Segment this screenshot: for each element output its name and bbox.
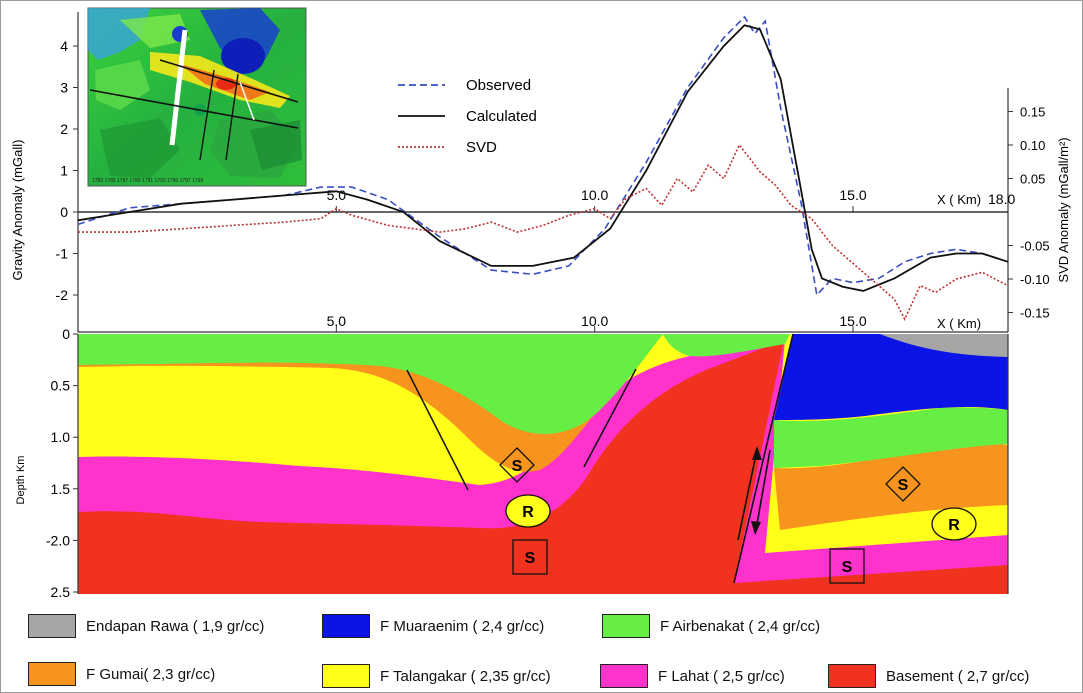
legend-label: F Muaraenim ( 2,4 gr/cc) — [380, 617, 545, 635]
depth-ticks: 0 0.5 1.0 1.5 -2.0 2.5 — [46, 326, 78, 600]
arrow-down-head — [751, 521, 761, 535]
top-x-tick-label: 5.0 — [327, 187, 347, 203]
fault-main — [733, 333, 794, 584]
seal-marker — [499, 447, 535, 483]
legend-item: F Gumai( 2,3 gr/cc) — [28, 662, 215, 686]
legend-item: F Muaraenim ( 2,4 gr/cc) — [322, 614, 544, 638]
fault-motion-arrow-down — [755, 449, 771, 531]
left-tick-label: 0 — [60, 204, 68, 220]
legend-color-swatch — [600, 664, 648, 688]
left-tick-label: 1 — [60, 163, 68, 179]
depth-tick-label: 1.0 — [51, 429, 71, 445]
depth-tick-label: 1.5 — [51, 481, 71, 497]
series-legend: Observed Calculated SVD — [398, 77, 537, 156]
right-tick-label: 0.10 — [1020, 138, 1045, 153]
legend-label: F Airbenakat ( 2,4 gr/cc) — [660, 617, 821, 635]
right-y-ticks: 0.15 0.10 0.05 -0.05 -0.10 -0.15 — [1008, 105, 1050, 321]
series-line-svd — [78, 143, 1009, 322]
left-tick-label: 2 — [60, 121, 68, 137]
marker-label: S — [512, 458, 523, 475]
layer-endapan-rawa — [880, 334, 1008, 357]
legend-item: F Lahat ( 2,5 gr/cc) — [600, 664, 785, 688]
legend-color-swatch — [322, 664, 370, 688]
layer-legend: Endapan Rawa ( 1,9 gr/cc) F Muaraenim ( 2… — [0, 600, 1083, 690]
depth-axis-title: Depth Km — [15, 456, 27, 505]
marker-label: R — [522, 504, 534, 521]
fault-left-normal — [406, 369, 469, 491]
right-tick-label: -0.10 — [1020, 272, 1050, 287]
layer-airbenakat — [78, 334, 1008, 468]
legend-item: F Talangakar ( 2,35 gr/cc) — [322, 664, 551, 688]
profile-series — [77, 15, 1009, 322]
svg-text:1783 1785 1787 1789 1791: 1783 1785 1787 1789 1791 1793 1795 1797 … — [92, 178, 203, 184]
legend-color-swatch — [28, 614, 76, 638]
bottom-x-ticks: 5.0 10.0 15.0 — [327, 313, 867, 332]
seal-marker — [885, 466, 921, 502]
depth-tick-label: 0 — [62, 326, 70, 342]
gravity-model-figure: 4 3 2 1 0 -1 -2 0.15 0.10 0.05 -0.05 -0.10 -0.15 5.… — [10, 7, 1071, 600]
marker-label: S — [842, 559, 853, 576]
top-x-ticks: 5.0 10.0 15.0 — [327, 187, 867, 212]
depth-tick-label: -2.0 — [46, 532, 70, 548]
left-y-ticks: 4 3 2 1 0 -1 -2 — [56, 38, 78, 303]
depth-tick-label: 0.5 — [51, 378, 71, 394]
left-y-axis-title: Gravity Anomaly (mGall) — [10, 140, 25, 281]
fault-right-normal — [583, 368, 637, 468]
inset-anomaly-map: 1783 1785 1787 1789 1791 1793 1795 1797 … — [87, 7, 307, 187]
bottom-x-tick-label: 10.0 — [581, 313, 608, 329]
left-tick-label: -2 — [56, 287, 69, 303]
left-tick-label: 3 — [60, 80, 68, 96]
section-annotations: S R S S R S — [499, 447, 977, 584]
x-axis-label-top: X ( Km) — [937, 192, 981, 207]
top-x-tick-label: 15.0 — [839, 187, 866, 203]
legend-label: F Lahat ( 2,5 gr/cc) — [658, 667, 785, 685]
legend-color-swatch — [28, 662, 76, 686]
marker-label: S — [525, 550, 536, 567]
legend-label: Basement ( 2,7 gr/cc) — [886, 667, 1030, 685]
depth-tick-label: 2.5 — [51, 584, 71, 600]
marker-label: S — [898, 477, 909, 494]
left-tick-label: -1 — [56, 246, 69, 262]
source-marker — [512, 539, 548, 575]
right-y-axis-title: SVD Anomaly (mGall/m²) — [1056, 137, 1071, 282]
legend-color-swatch — [322, 614, 370, 638]
right-tick-label: -0.05 — [1020, 239, 1050, 254]
marker-label: R — [948, 517, 960, 534]
right-tick-label: 0.05 — [1020, 172, 1045, 187]
legend-color-swatch — [602, 614, 650, 638]
left-tick-label: 4 — [60, 38, 68, 54]
legend-item: Basement ( 2,7 gr/cc) — [828, 664, 1029, 688]
geologic-section: S R S S R S — [77, 333, 1009, 594]
right-tick-label: -0.15 — [1020, 306, 1050, 321]
bottom-x-tick-label: 5.0 — [327, 313, 347, 329]
legend-label-svd: SVD — [466, 139, 497, 156]
fault-motion-arrow-up — [737, 449, 758, 541]
legend-label-observed: Observed — [466, 77, 531, 94]
reservoir-marker — [505, 494, 551, 528]
right-tick-label: 0.15 — [1020, 105, 1045, 120]
arrow-up-head — [752, 446, 762, 460]
legend-item: F Airbenakat ( 2,4 gr/cc) — [602, 614, 820, 638]
legend-color-swatch — [828, 664, 876, 688]
series-line-observed — [77, 15, 1009, 297]
legend-label: F Gumai( 2,3 gr/cc) — [86, 665, 216, 683]
legend-label-calculated: Calculated — [466, 108, 537, 125]
source-marker — [829, 548, 865, 584]
x-axis-end-label: 18.0 — [988, 191, 1015, 207]
layer-muaraenim — [774, 334, 1008, 420]
series-line-calculated — [77, 24, 1009, 292]
top-x-tick-label: 10.0 — [581, 187, 608, 203]
x-axis-label-bottom: X ( Km) — [937, 316, 981, 331]
bottom-x-tick-label: 15.0 — [839, 313, 866, 329]
legend-label: Endapan Rawa ( 1,9 gr/cc) — [86, 617, 265, 635]
legend-label: F Talangakar ( 2,35 gr/cc) — [380, 667, 551, 685]
legend-item: Endapan Rawa ( 1,9 gr/cc) — [28, 614, 264, 638]
reservoir-marker — [931, 507, 977, 541]
